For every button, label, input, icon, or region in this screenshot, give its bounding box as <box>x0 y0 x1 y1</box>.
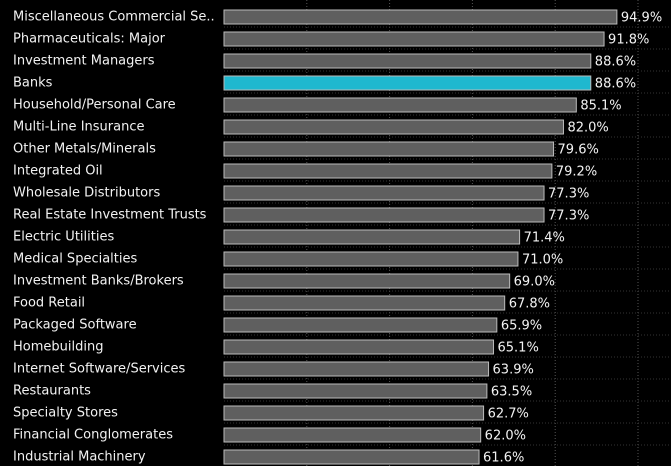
category-label: Homebuilding <box>13 340 103 355</box>
value-label: 71.0% <box>522 253 563 268</box>
category-label: Industrial Machinery <box>13 450 146 465</box>
bar <box>223 75 592 91</box>
value-label: 63.5% <box>491 385 532 400</box>
value-label: 88.6% <box>595 77 636 92</box>
category-label: Banks <box>13 76 53 91</box>
bar <box>223 251 519 267</box>
value-label: 88.6% <box>595 55 636 70</box>
value-label: 62.7% <box>488 407 529 422</box>
bar <box>223 141 555 157</box>
bar <box>223 295 506 311</box>
category-label: Pharmaceuticals: Major <box>13 32 166 47</box>
bar <box>223 339 495 355</box>
category-label: Integrated Oil <box>13 164 103 179</box>
bar <box>223 273 511 289</box>
category-label: Household/Personal Care <box>13 98 176 113</box>
value-label: 79.2% <box>556 165 597 180</box>
category-label: Real Estate Investment Trusts <box>13 208 207 223</box>
bar <box>223 185 545 201</box>
bar <box>223 119 564 135</box>
value-label: 67.8% <box>509 297 550 312</box>
bar <box>223 449 480 465</box>
category-label: Internet Software/Services <box>13 362 185 377</box>
category-label: Investment Banks/Brokers <box>13 274 184 289</box>
bar <box>223 361 490 377</box>
value-label: 69.0% <box>514 275 555 290</box>
bar <box>223 97 577 113</box>
category-label: Electric Utilities <box>13 230 114 245</box>
category-label: Miscellaneous Commercial Se.. <box>13 10 215 25</box>
category-label: Investment Managers <box>13 54 155 69</box>
category-label: Food Retail <box>13 296 85 311</box>
category-label: Specialty Stores <box>13 406 118 421</box>
value-label: 61.6% <box>483 451 524 466</box>
bar <box>223 427 482 443</box>
category-label: Medical Specialties <box>13 252 137 267</box>
value-label: 63.9% <box>493 363 534 378</box>
bar <box>223 405 485 421</box>
bar <box>223 31 605 47</box>
value-label: 79.6% <box>558 143 599 158</box>
category-label: Packaged Software <box>13 318 137 333</box>
bar <box>223 229 521 245</box>
value-label: 77.3% <box>548 209 589 224</box>
category-label: Other Metals/Minerals <box>13 142 156 157</box>
bar <box>223 9 618 25</box>
value-label: 82.0% <box>567 121 608 136</box>
bar <box>223 317 498 333</box>
value-label: 71.4% <box>524 231 565 246</box>
value-label: 85.1% <box>580 99 621 114</box>
value-label: 65.1% <box>498 341 539 356</box>
bar <box>223 383 488 399</box>
category-label: Wholesale Distributors <box>13 186 160 201</box>
value-label: 62.0% <box>485 429 526 444</box>
bar <box>223 53 592 69</box>
category-label: Financial Conglomerates <box>13 428 173 443</box>
bar <box>223 163 553 179</box>
value-label: 77.3% <box>548 187 589 202</box>
value-label: 94.9% <box>621 11 662 26</box>
category-label: Multi-Line Insurance <box>13 120 144 135</box>
value-label: 91.8% <box>608 33 649 48</box>
bar <box>223 207 545 223</box>
category-label: Restaurants <box>13 384 91 399</box>
value-label: 65.9% <box>501 319 542 334</box>
